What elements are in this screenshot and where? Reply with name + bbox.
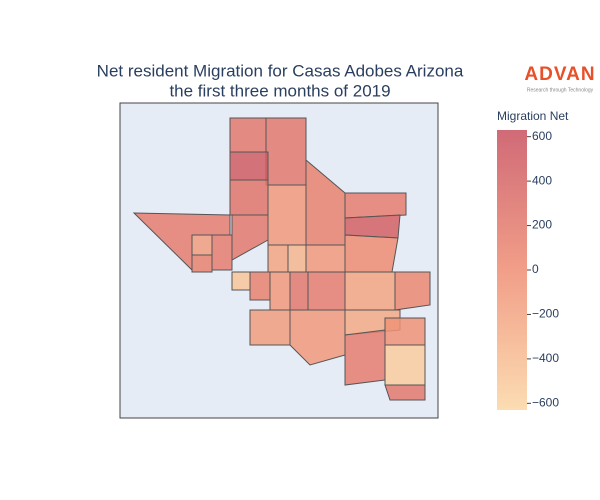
region <box>267 184 307 246</box>
region <box>249 271 271 301</box>
region <box>289 271 309 311</box>
region <box>265 117 307 186</box>
region <box>211 234 233 271</box>
region <box>344 234 399 273</box>
region <box>344 192 407 219</box>
region <box>287 244 307 273</box>
region <box>191 254 213 273</box>
colorbar-tick-label: 600 <box>532 129 552 143</box>
region <box>191 234 213 256</box>
region <box>344 214 401 239</box>
region <box>269 271 291 311</box>
colorbar-title: Migration Net <box>497 109 569 123</box>
region <box>267 244 289 273</box>
region <box>305 244 346 273</box>
region <box>394 271 431 311</box>
colorbar-tick-label: −200 <box>532 307 559 321</box>
region <box>307 271 346 311</box>
region <box>229 179 269 216</box>
colorbar <box>497 130 527 410</box>
colorbar-tick-label: 200 <box>532 218 552 232</box>
region <box>344 271 396 311</box>
colorbar-tick-label: −600 <box>532 396 559 410</box>
region <box>249 309 291 346</box>
region <box>229 117 267 153</box>
region <box>384 384 426 401</box>
chart-title: Net resident Migration for Casas Adobes … <box>97 61 464 80</box>
region <box>229 151 269 181</box>
region <box>231 271 251 291</box>
region <box>344 329 386 386</box>
region <box>384 344 426 386</box>
logo-tagline: Research through Technology <box>527 87 594 93</box>
logo: ADVAN <box>524 64 595 85</box>
chart-subtitle: the first three months of 2019 <box>169 81 390 100</box>
colorbar-tick-label: 400 <box>532 173 552 187</box>
colorbar-tick-label: −400 <box>532 351 559 365</box>
colorbar-tick-label: 0 <box>532 262 539 276</box>
region <box>384 317 426 346</box>
region <box>289 309 346 366</box>
